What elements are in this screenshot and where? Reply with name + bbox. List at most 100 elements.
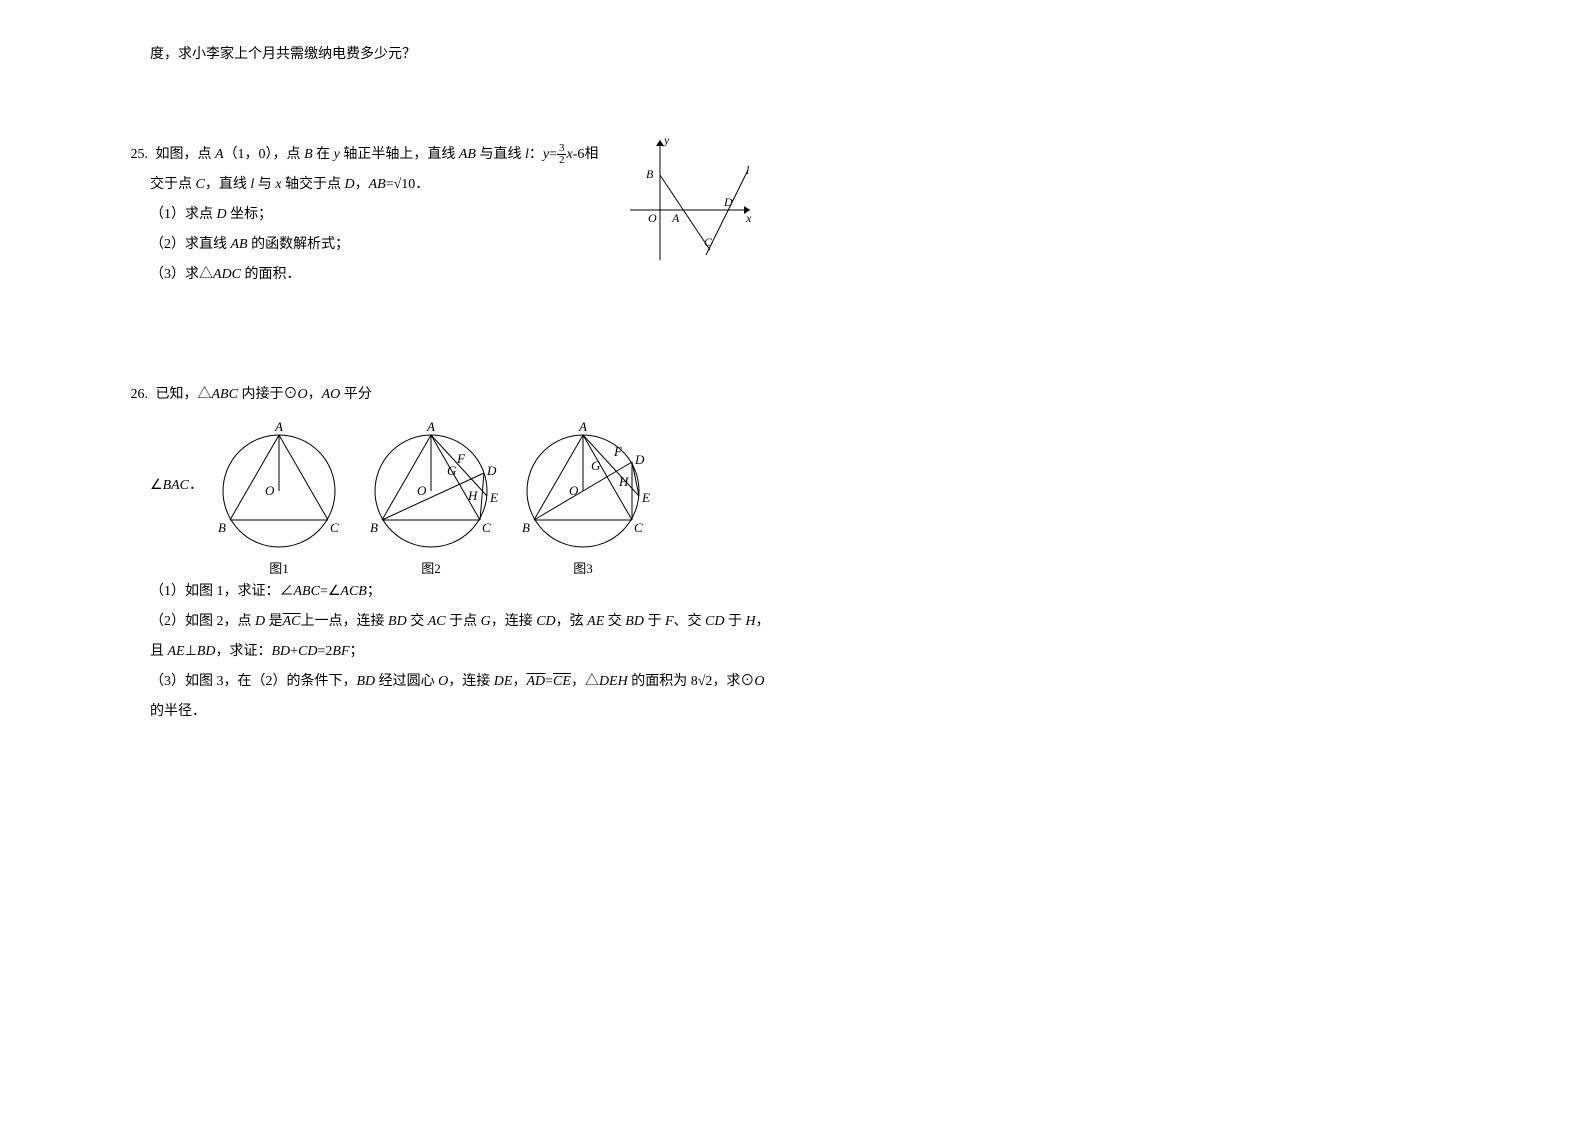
t: ： [529, 147, 543, 162]
t: ， [756, 614, 770, 629]
q24-tail: 度，求小李家上个月共需缴纳电费多少元？ [150, 40, 1467, 70]
t: D [344, 177, 354, 192]
svg-text:B: B [218, 520, 226, 535]
t: D [217, 207, 227, 222]
t: = [386, 177, 394, 192]
svg-text:x: x [745, 211, 752, 225]
t: ACB [340, 584, 366, 599]
t: O [754, 674, 764, 689]
t: CD [298, 644, 317, 659]
q26-figure-2: ABCODEGFH [361, 416, 501, 556]
svg-text:A: A [578, 419, 587, 434]
t: 的面积为 8 [628, 674, 698, 689]
svg-text:C: C [634, 520, 643, 535]
svg-text:G: G [447, 463, 457, 478]
t: AB [459, 147, 476, 162]
t: 、交 [674, 614, 706, 629]
svg-text:F: F [613, 444, 623, 459]
t: BD [357, 674, 376, 689]
t: ADC [213, 267, 241, 282]
t: （1，0），点 [224, 147, 305, 162]
t: -6相 [573, 147, 599, 162]
t: （2）求直线 [150, 237, 231, 252]
t: =2 [318, 644, 333, 659]
t: （3）求△ [150, 267, 213, 282]
q26-p2: （2）如图 2，点 D 是AC上一点，连接 BD 交 AC 于点 G，连接 CD… [150, 607, 1467, 637]
t: ． [189, 416, 203, 556]
t: BD [388, 614, 407, 629]
t: 内接于⊙ [238, 387, 298, 402]
t: 于 [644, 614, 665, 629]
q25-p3: （3）求△ADC 的面积． [150, 260, 1467, 290]
t: AE [168, 644, 185, 659]
t: ，直线 [205, 177, 251, 192]
t: BF [332, 644, 349, 659]
svg-text:D: D [634, 452, 645, 467]
q25-line2: 交于点 C，直线 l 与 x 轴交于点 D，AB=√10． [150, 170, 1467, 200]
t: 已知，△ [156, 387, 212, 402]
t: D [255, 614, 265, 629]
t: 如图，点 [156, 147, 216, 162]
t: √2 [698, 674, 713, 689]
arc-AC: AC [283, 614, 301, 629]
svg-text:B: B [646, 167, 654, 181]
t: 交 [604, 614, 625, 629]
t: 在 [313, 147, 334, 162]
t: ∠ [150, 416, 163, 556]
t: + [290, 644, 298, 659]
t: O [438, 674, 448, 689]
t: H [745, 614, 755, 629]
t: AC [428, 614, 446, 629]
t: ； [367, 584, 381, 599]
t: AB [231, 237, 248, 252]
t: ，连接 [448, 674, 494, 689]
t: 平分 [340, 387, 372, 402]
t: BAC [163, 416, 189, 556]
q26-block: 26. 已知，△ABC 内接于⊙O，AO 平分 ∠BAC． ABCO 图1 AB… [120, 380, 1467, 727]
fig1-col: ABCO 图1 [209, 416, 349, 577]
svg-text:E: E [641, 490, 650, 505]
t: 交于点 [150, 177, 196, 192]
svg-text:C: C [704, 235, 713, 249]
svg-text:l: l [746, 163, 750, 177]
arc-AD: AD [526, 674, 545, 689]
q25-figure: OADxyBCl [620, 130, 760, 270]
t: CD [536, 614, 555, 629]
q25-p1: （1）求点 D 坐标； [150, 200, 1467, 230]
svg-text:B: B [370, 520, 378, 535]
t: A [215, 147, 224, 162]
t: ，△ [571, 674, 599, 689]
t: 的函数解析式； [248, 237, 350, 252]
q26-p2b: 且 AE⊥BD，求证：BD+CD=2BF； [150, 637, 1467, 667]
t: 坐标； [227, 207, 273, 222]
svg-text:C: C [482, 520, 491, 535]
t: BD [197, 644, 216, 659]
t: ， [308, 387, 322, 402]
t: ，弦 [556, 614, 588, 629]
page: 度，求小李家上个月共需缴纳电费多少元？ 25. 如图，点 A（1，0），点 B … [0, 0, 1587, 1123]
q26-line1: 26. 已知，△ABC 内接于⊙O，AO 平分 [120, 380, 1467, 410]
svg-text:H: H [618, 474, 629, 489]
t: AO [322, 387, 341, 402]
fig1-caption: 图1 [269, 558, 289, 577]
t: ，求证： [215, 644, 271, 659]
svg-text:B: B [522, 520, 530, 535]
svg-text:A: A [671, 211, 680, 225]
q26-figure-1: ABCO [209, 416, 349, 556]
svg-text:A: A [426, 419, 435, 434]
svg-text:O: O [648, 211, 657, 225]
t: 于点 [446, 614, 481, 629]
t: ⊥ [185, 644, 197, 659]
t: BD [625, 614, 644, 629]
t: ， [512, 674, 526, 689]
t: =∠ [320, 584, 340, 599]
t: ABC [212, 387, 238, 402]
t: B [304, 147, 313, 162]
fig3-caption: 图3 [573, 558, 593, 577]
t: AB [369, 177, 386, 192]
t: （1）求点 [150, 207, 217, 222]
t: ， [355, 177, 369, 192]
t: 交 [407, 614, 428, 629]
t: ABC [294, 584, 320, 599]
t: F [665, 614, 674, 629]
